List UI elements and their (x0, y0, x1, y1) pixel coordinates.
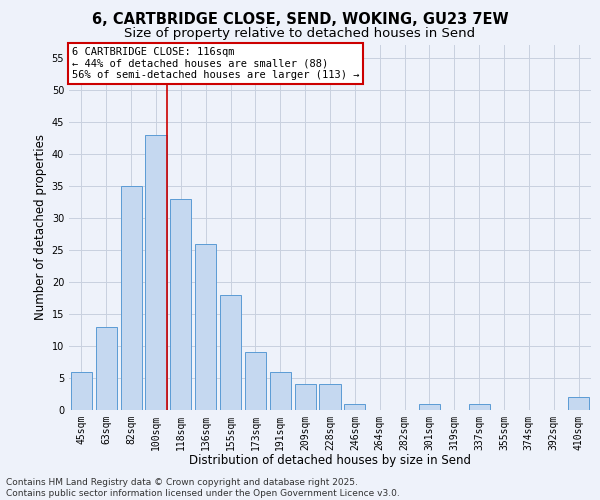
Bar (270, 372, 291, 410)
Text: 6, CARTBRIDGE CLOSE, SEND, WOKING, GU23 7EW: 6, CARTBRIDGE CLOSE, SEND, WOKING, GU23 … (92, 12, 508, 28)
Text: Size of property relative to detached houses in Send: Size of property relative to detached ho… (124, 28, 476, 40)
Text: 6 CARTBRIDGE CLOSE: 116sqm
← 44% of detached houses are smaller (88)
56% of semi: 6 CARTBRIDGE CLOSE: 116sqm ← 44% of deta… (71, 47, 359, 80)
Bar (121, 186, 142, 410)
Bar (469, 404, 490, 410)
Bar (170, 198, 191, 410)
Bar (245, 352, 266, 410)
Text: Contains HM Land Registry data © Crown copyright and database right 2025.
Contai: Contains HM Land Registry data © Crown c… (6, 478, 400, 498)
Bar (568, 397, 589, 410)
X-axis label: Distribution of detached houses by size in Send: Distribution of detached houses by size … (189, 454, 471, 468)
Bar (220, 294, 241, 410)
Y-axis label: Number of detached properties: Number of detached properties (34, 134, 47, 320)
Bar (295, 384, 316, 410)
Bar (96, 327, 117, 410)
Bar (419, 404, 440, 410)
Bar (145, 134, 167, 410)
Bar (344, 404, 365, 410)
Bar (195, 244, 216, 410)
Bar (319, 384, 341, 410)
Bar (71, 372, 92, 410)
